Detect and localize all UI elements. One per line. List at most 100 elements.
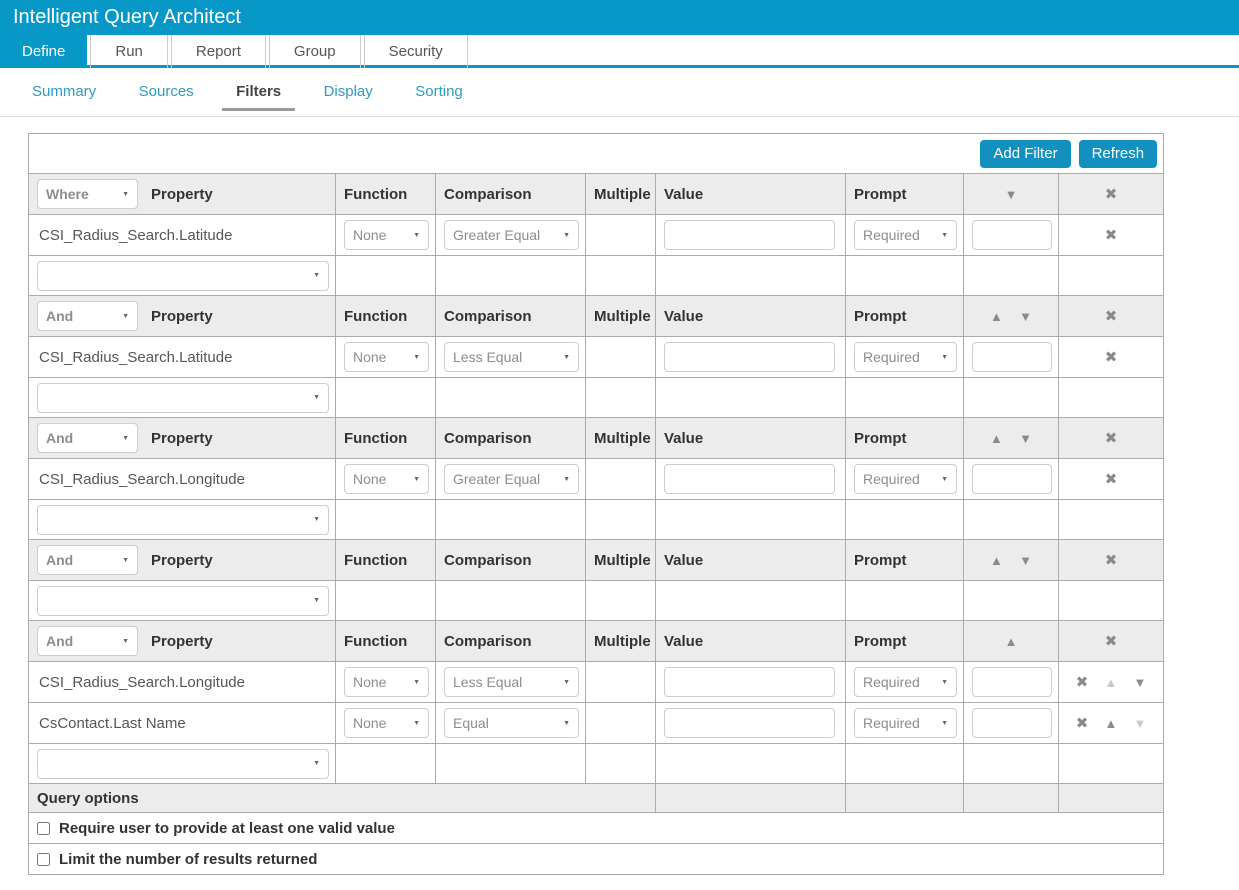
column-header-value: Value (655, 417, 846, 459)
multiple-cell (585, 661, 656, 703)
value-input[interactable] (664, 220, 835, 250)
tab-define[interactable]: Define (0, 35, 88, 68)
delete-group-icon[interactable]: ✖ (1104, 430, 1118, 447)
function-select[interactable]: None ▼ (344, 342, 429, 372)
column-header-comparison: Comparison (435, 295, 586, 337)
add-property-select[interactable]: ▼ (37, 260, 329, 291)
prompt-select[interactable]: Required ▼ (854, 220, 957, 250)
delete-group-icon[interactable]: ✖ (1104, 308, 1118, 325)
add-property-select[interactable]: ▼ (37, 585, 329, 616)
query-option-row: Require user to provide at least one val… (27, 812, 1165, 844)
comparison-select[interactable]: Less Equal ▼ (444, 342, 579, 372)
comparison-select[interactable]: Greater Equal ▼ (444, 464, 579, 494)
tab-security[interactable]: Security (363, 35, 468, 68)
column-header-function: Function (335, 539, 436, 581)
filter-group-header: And ▼ Property Function Comparison Multi… (28, 295, 1165, 337)
column-header-function: Function (335, 620, 436, 662)
prompt-text-input[interactable] (972, 342, 1052, 372)
value-input[interactable] (664, 708, 835, 738)
tab-group[interactable]: Group (268, 35, 361, 68)
conjunction-select[interactable]: And ▼ (37, 626, 138, 656)
move-group-down-icon[interactable]: ▼ (1019, 552, 1032, 568)
add-property-select[interactable]: ▼ (37, 504, 329, 535)
filters-table: Add Filter Refresh Where ▼ Property Func… (27, 133, 1165, 875)
column-header-property: Property (151, 185, 213, 203)
multiple-cell (585, 214, 656, 256)
comparison-select[interactable]: Greater Equal ▼ (444, 220, 579, 250)
delete-filter-icon[interactable]: ✖ (1104, 349, 1118, 366)
prompt-text-input[interactable] (972, 667, 1052, 697)
prompt-select[interactable]: Required ▼ (854, 342, 957, 372)
add-property-select[interactable]: ▼ (37, 382, 329, 413)
add-property-row: ▼ (28, 255, 1165, 296)
column-header-multiple: Multiple (585, 620, 656, 662)
caret-down-icon: ▼ (122, 637, 129, 645)
comparison-select[interactable]: Less Equal ▼ (444, 667, 579, 697)
subtab-sources[interactable]: Sources (138, 83, 194, 100)
tab-report[interactable]: Report (170, 35, 266, 68)
filter-group-header: And ▼ Property Function Comparison Multi… (28, 539, 1165, 581)
prompt-select[interactable]: Required ▼ (854, 464, 957, 494)
caret-down-icon: ▼ (122, 312, 129, 320)
add-filter-button[interactable]: Add Filter (980, 139, 1071, 168)
filter-group-header: And ▼ Property Function Comparison Multi… (28, 620, 1165, 662)
limit-results-checkbox[interactable] (37, 852, 50, 866)
subtab-sorting[interactable]: Sorting (415, 83, 463, 100)
multiple-cell (585, 336, 656, 378)
value-input[interactable] (664, 342, 835, 372)
move-filter-down-icon[interactable]: ▼ (1133, 675, 1147, 690)
delete-filter-icon[interactable]: ✖ (1075, 674, 1089, 691)
value-input[interactable] (664, 667, 835, 697)
delete-filter-icon[interactable]: ✖ (1104, 227, 1118, 244)
query-option-label: Require user to provide at least one val… (59, 819, 395, 837)
move-group-down-icon[interactable]: ▼ (1019, 430, 1032, 446)
caret-down-icon: ▼ (413, 231, 420, 239)
delete-group-icon[interactable]: ✖ (1104, 552, 1118, 569)
move-group-up-icon[interactable]: ▲ (990, 552, 1003, 568)
delete-filter-icon[interactable]: ✖ (1104, 471, 1118, 488)
refresh-button[interactable]: Refresh (1078, 139, 1158, 168)
move-group-up-icon[interactable]: ▲ (1004, 633, 1018, 649)
function-select[interactable]: None ▼ (344, 708, 429, 738)
filter-row: CSI_Radius_Search.Latitude None ▼ Greate… (28, 214, 1165, 256)
prompt-text-input[interactable] (972, 464, 1052, 494)
caret-down-icon: ▼ (563, 475, 570, 483)
query-option-label: Limit the number of results returned (59, 850, 318, 868)
move-group-up-icon[interactable]: ▲ (990, 430, 1003, 446)
comparison-select[interactable]: Equal ▼ (444, 708, 579, 738)
column-header-comparison: Comparison (435, 539, 586, 581)
subtab-display[interactable]: Display (323, 83, 373, 100)
caret-down-icon: ▼ (313, 597, 320, 604)
subtab-filters[interactable]: Filters (222, 83, 296, 111)
subtab-summary[interactable]: Summary (32, 83, 97, 100)
column-header-prompt: Prompt (845, 539, 964, 581)
property-name: CSI_Radius_Search.Longitude (39, 673, 245, 691)
move-group-down-icon[interactable]: ▼ (1004, 186, 1018, 202)
delete-filter-icon[interactable]: ✖ (1075, 715, 1089, 732)
value-input[interactable] (664, 464, 835, 494)
move-group-down-icon[interactable]: ▼ (1019, 308, 1032, 324)
app-title: Intelligent Query Architect (0, 0, 1239, 35)
function-select[interactable]: None ▼ (344, 220, 429, 250)
function-select[interactable]: None ▼ (344, 464, 429, 494)
prompt-select[interactable]: Required ▼ (854, 667, 957, 697)
conjunction-select[interactable]: And ▼ (37, 423, 138, 453)
move-group-up-icon[interactable]: ▲ (990, 308, 1003, 324)
move-filter-up-icon[interactable]: ▲ (1104, 716, 1118, 731)
function-select[interactable]: None ▼ (344, 667, 429, 697)
add-property-row: ▼ (28, 580, 1165, 621)
prompt-text-input[interactable] (972, 220, 1052, 250)
filter-row: CSI_Radius_Search.Latitude None ▼ Less E… (28, 336, 1165, 378)
conjunction-select[interactable]: And ▼ (37, 301, 138, 331)
require-valid-value-checkbox[interactable] (37, 821, 50, 835)
tab-run[interactable]: Run (90, 35, 168, 68)
conjunction-select[interactable]: And ▼ (37, 545, 138, 575)
add-property-select[interactable]: ▼ (37, 748, 329, 779)
prompt-text-input[interactable] (972, 708, 1052, 738)
prompt-select[interactable]: Required ▼ (854, 708, 957, 738)
conjunction-select[interactable]: Where ▼ (37, 179, 138, 209)
delete-group-icon[interactable]: ✖ (1104, 633, 1118, 650)
add-property-row: ▼ (28, 499, 1165, 540)
delete-group-icon[interactable]: ✖ (1104, 186, 1118, 203)
caret-down-icon: ▼ (122, 434, 129, 442)
